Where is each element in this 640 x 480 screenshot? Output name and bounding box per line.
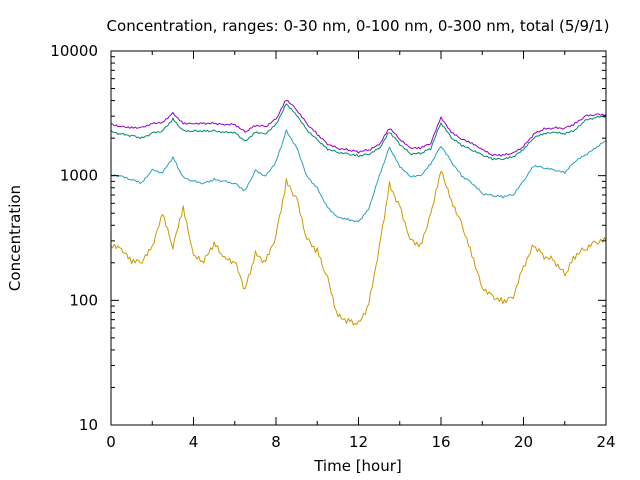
- x-tick-label: 8: [271, 433, 281, 451]
- series-line-1: [110, 171, 607, 326]
- x-tick-label: 20: [514, 433, 533, 451]
- y-axis-label: Concentration: [6, 185, 24, 291]
- series-line-3: [110, 103, 607, 161]
- y-tick-label: 10: [79, 416, 98, 434]
- y-tick-label: 10000: [50, 42, 98, 60]
- x-axis-label: Time [hour]: [313, 457, 402, 475]
- plot-frame: [110, 50, 607, 426]
- series-line-4: [110, 100, 607, 157]
- axes: 0 4 8 12 16 20 24 10 100 1000 10000: [50, 42, 615, 451]
- x-tick-label: 12: [349, 433, 368, 451]
- chart-title: Concentration, ranges: 0-30 nm, 0-100 nm…: [107, 17, 610, 35]
- y-tick-label: 100: [69, 291, 98, 309]
- x-tick-label: 16: [431, 433, 450, 451]
- series-line-2: [110, 129, 607, 223]
- x-tick-label: 24: [596, 433, 615, 451]
- y-tick-label: 1000: [60, 167, 98, 185]
- series-group: [110, 100, 607, 326]
- x-tick-label: 4: [189, 433, 199, 451]
- x-tick-label: 0: [106, 433, 116, 451]
